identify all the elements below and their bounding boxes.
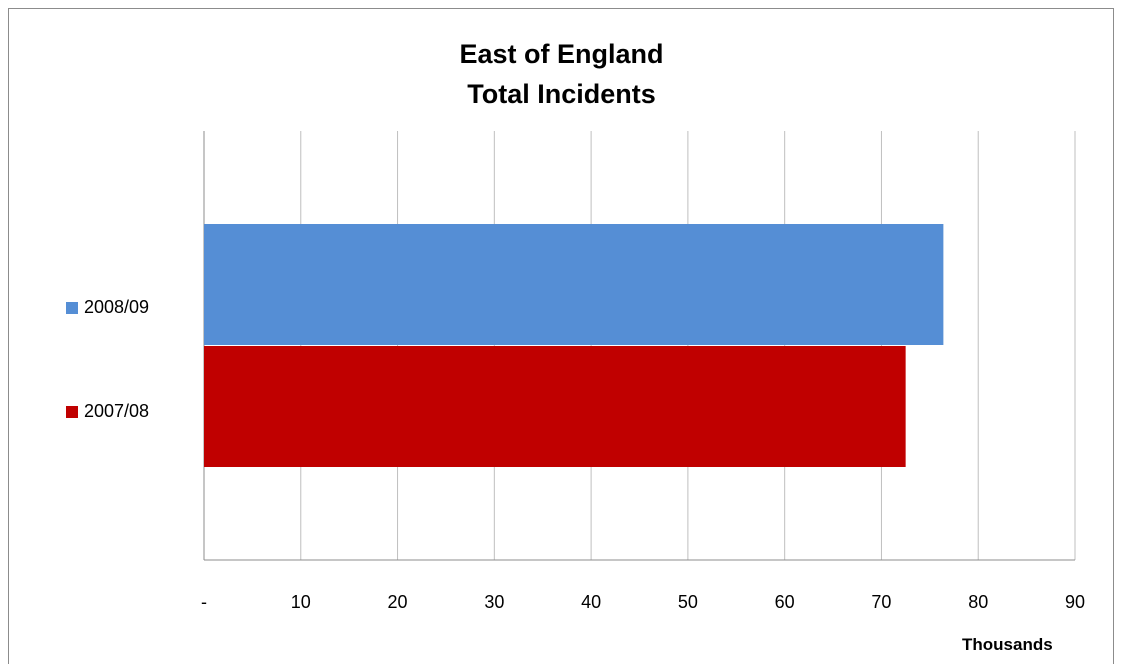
x-axis-unit-label: Thousands [962, 635, 1053, 654]
legend-label-2007: 2007/08 [84, 401, 150, 421]
bar-2008-09 [204, 224, 944, 345]
legend-item-2008: 2008/09 [66, 297, 149, 317]
x-tick-labels: - 10 20 30 40 50 60 70 80 90 [201, 592, 1085, 612]
chart-title: East of England Total Incidents [0, 34, 1123, 114]
chart-title-line-2: Total Incidents [467, 79, 656, 109]
x-tick-label: 70 [871, 592, 891, 612]
x-tick-label: - [201, 592, 207, 612]
x-tick-label: 40 [581, 592, 601, 612]
legend-swatch-2008 [66, 302, 78, 314]
chart-title-line-1: East of England [459, 39, 664, 69]
x-tick-label: 20 [388, 592, 408, 612]
x-tick-label: 10 [291, 592, 311, 612]
bars [204, 224, 944, 467]
legend-label-2008: 2008/09 [84, 297, 150, 317]
x-tick-label: 80 [968, 592, 988, 612]
x-tick-label: 60 [775, 592, 795, 612]
x-tick-label: 30 [484, 592, 504, 612]
legend-swatch-2007 [66, 406, 78, 418]
bar-2007-08 [204, 346, 906, 467]
gridlines [203, 131, 1076, 561]
legend-item-2007: 2007/08 [66, 401, 149, 421]
x-tick-label: 90 [1065, 592, 1085, 612]
x-tick-label: 50 [678, 592, 698, 612]
